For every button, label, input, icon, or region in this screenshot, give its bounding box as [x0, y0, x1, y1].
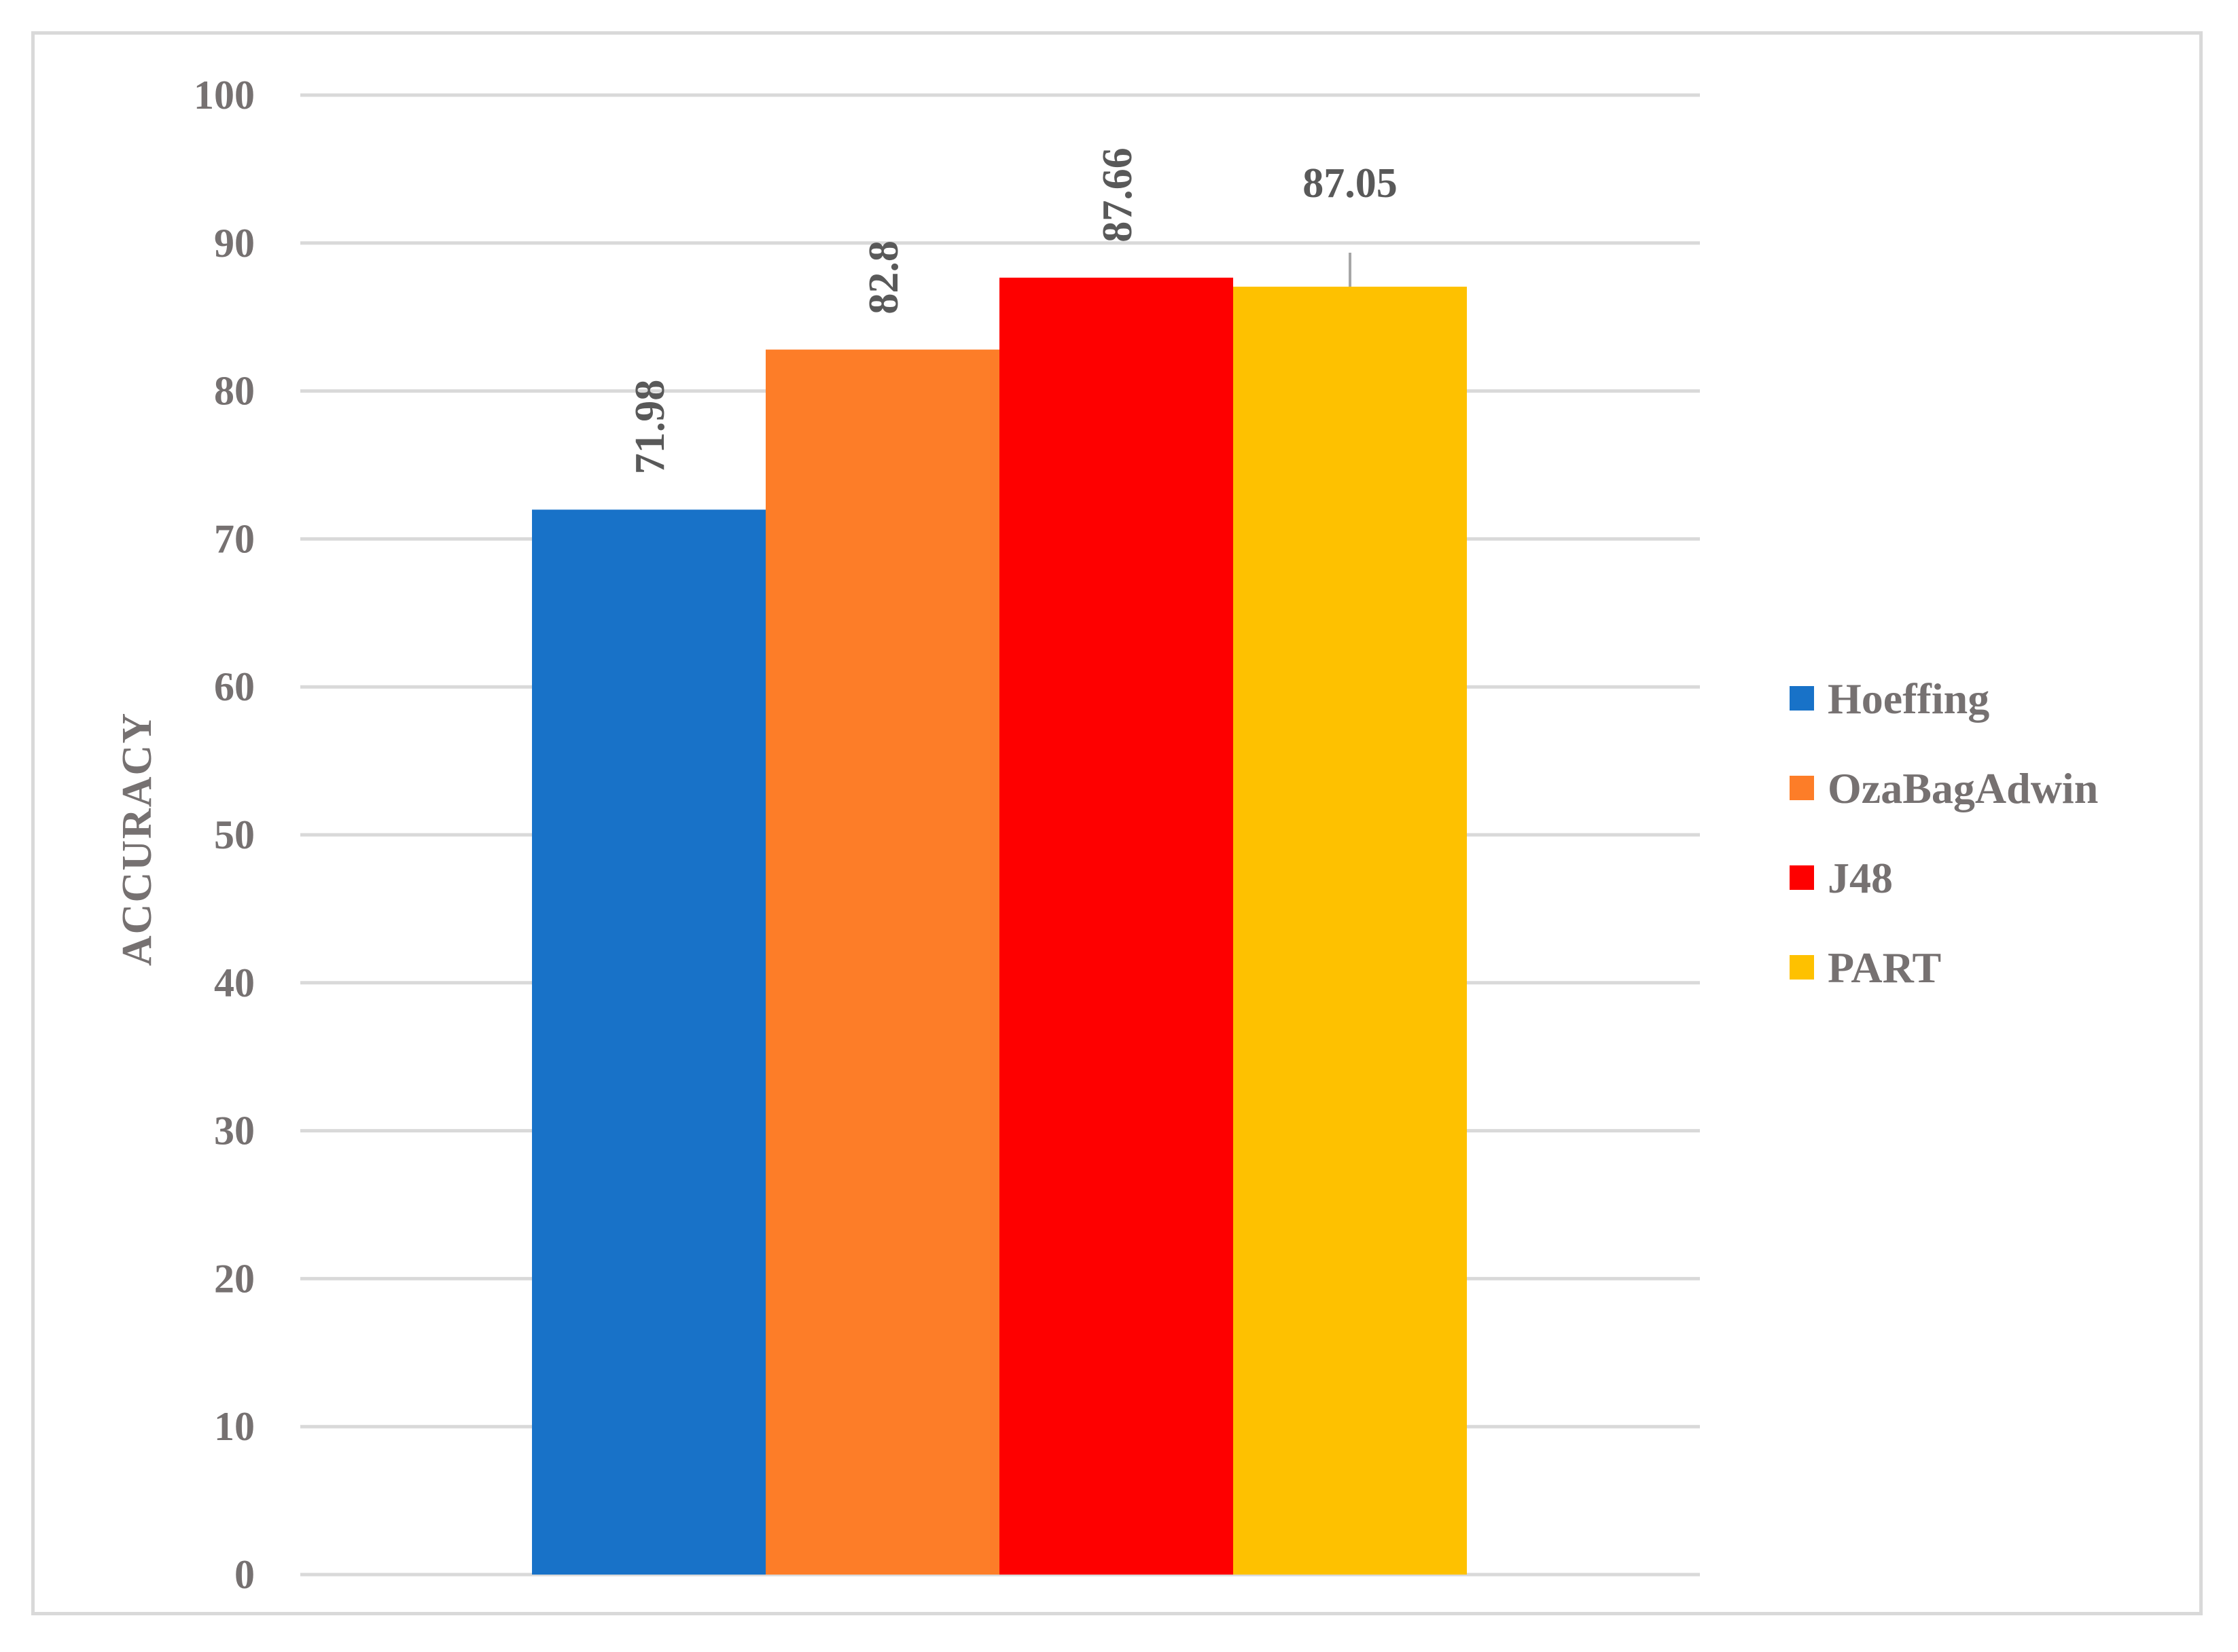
y-tick-label: 10 [214, 1404, 255, 1449]
legend-swatch [1790, 776, 1814, 800]
legend-label: J48 [1828, 854, 1893, 902]
bar-j48 [999, 277, 1233, 1575]
data-label: 71.98 [627, 380, 673, 475]
y-tick-label: 40 [214, 960, 255, 1005]
data-label: 87.66 [1095, 147, 1141, 243]
legend-item-j48: J48 [1790, 854, 1893, 902]
data-label: 87.05 [1302, 160, 1398, 206]
legend-label: OzaBagAdwin [1828, 764, 2098, 812]
y-tick-label: 50 [214, 812, 255, 857]
data-labels: 71.98 82.8 87.66 87.05 [627, 147, 1398, 474]
legend-swatch [1790, 955, 1814, 980]
y-axis-title: ACCURACY [114, 712, 160, 966]
y-tick-label: 70 [214, 516, 255, 561]
legend-swatch [1790, 865, 1814, 890]
y-tick-label: 30 [214, 1109, 255, 1153]
legend-swatch [1790, 686, 1814, 711]
legend: Hoeffing OzaBagAdwin J48 PART [1790, 675, 2098, 992]
legend-item-hoeffing: Hoeffing [1790, 675, 1989, 723]
bar-part [1233, 287, 1467, 1575]
legend-item-part: PART [1790, 944, 1941, 992]
bars [532, 277, 1467, 1575]
y-tick-label: 90 [214, 221, 255, 266]
y-axis-tick-labels: 0 10 20 30 40 50 60 70 80 90 100 [194, 73, 255, 1597]
y-tick-label: 20 [214, 1256, 255, 1301]
y-tick-label: 100 [194, 73, 255, 118]
y-tick-label: 60 [214, 664, 255, 709]
legend-label: PART [1828, 944, 1941, 992]
y-tick-label: 0 [234, 1552, 255, 1597]
y-tick-label: 80 [214, 369, 255, 414]
legend-item-ozabagadwin: OzaBagAdwin [1790, 764, 2098, 812]
data-label: 82.8 [861, 240, 907, 315]
legend-label: Hoeffing [1828, 675, 1989, 723]
bar-hoeffing [532, 509, 766, 1575]
bar-ozabagadwin [766, 349, 999, 1575]
